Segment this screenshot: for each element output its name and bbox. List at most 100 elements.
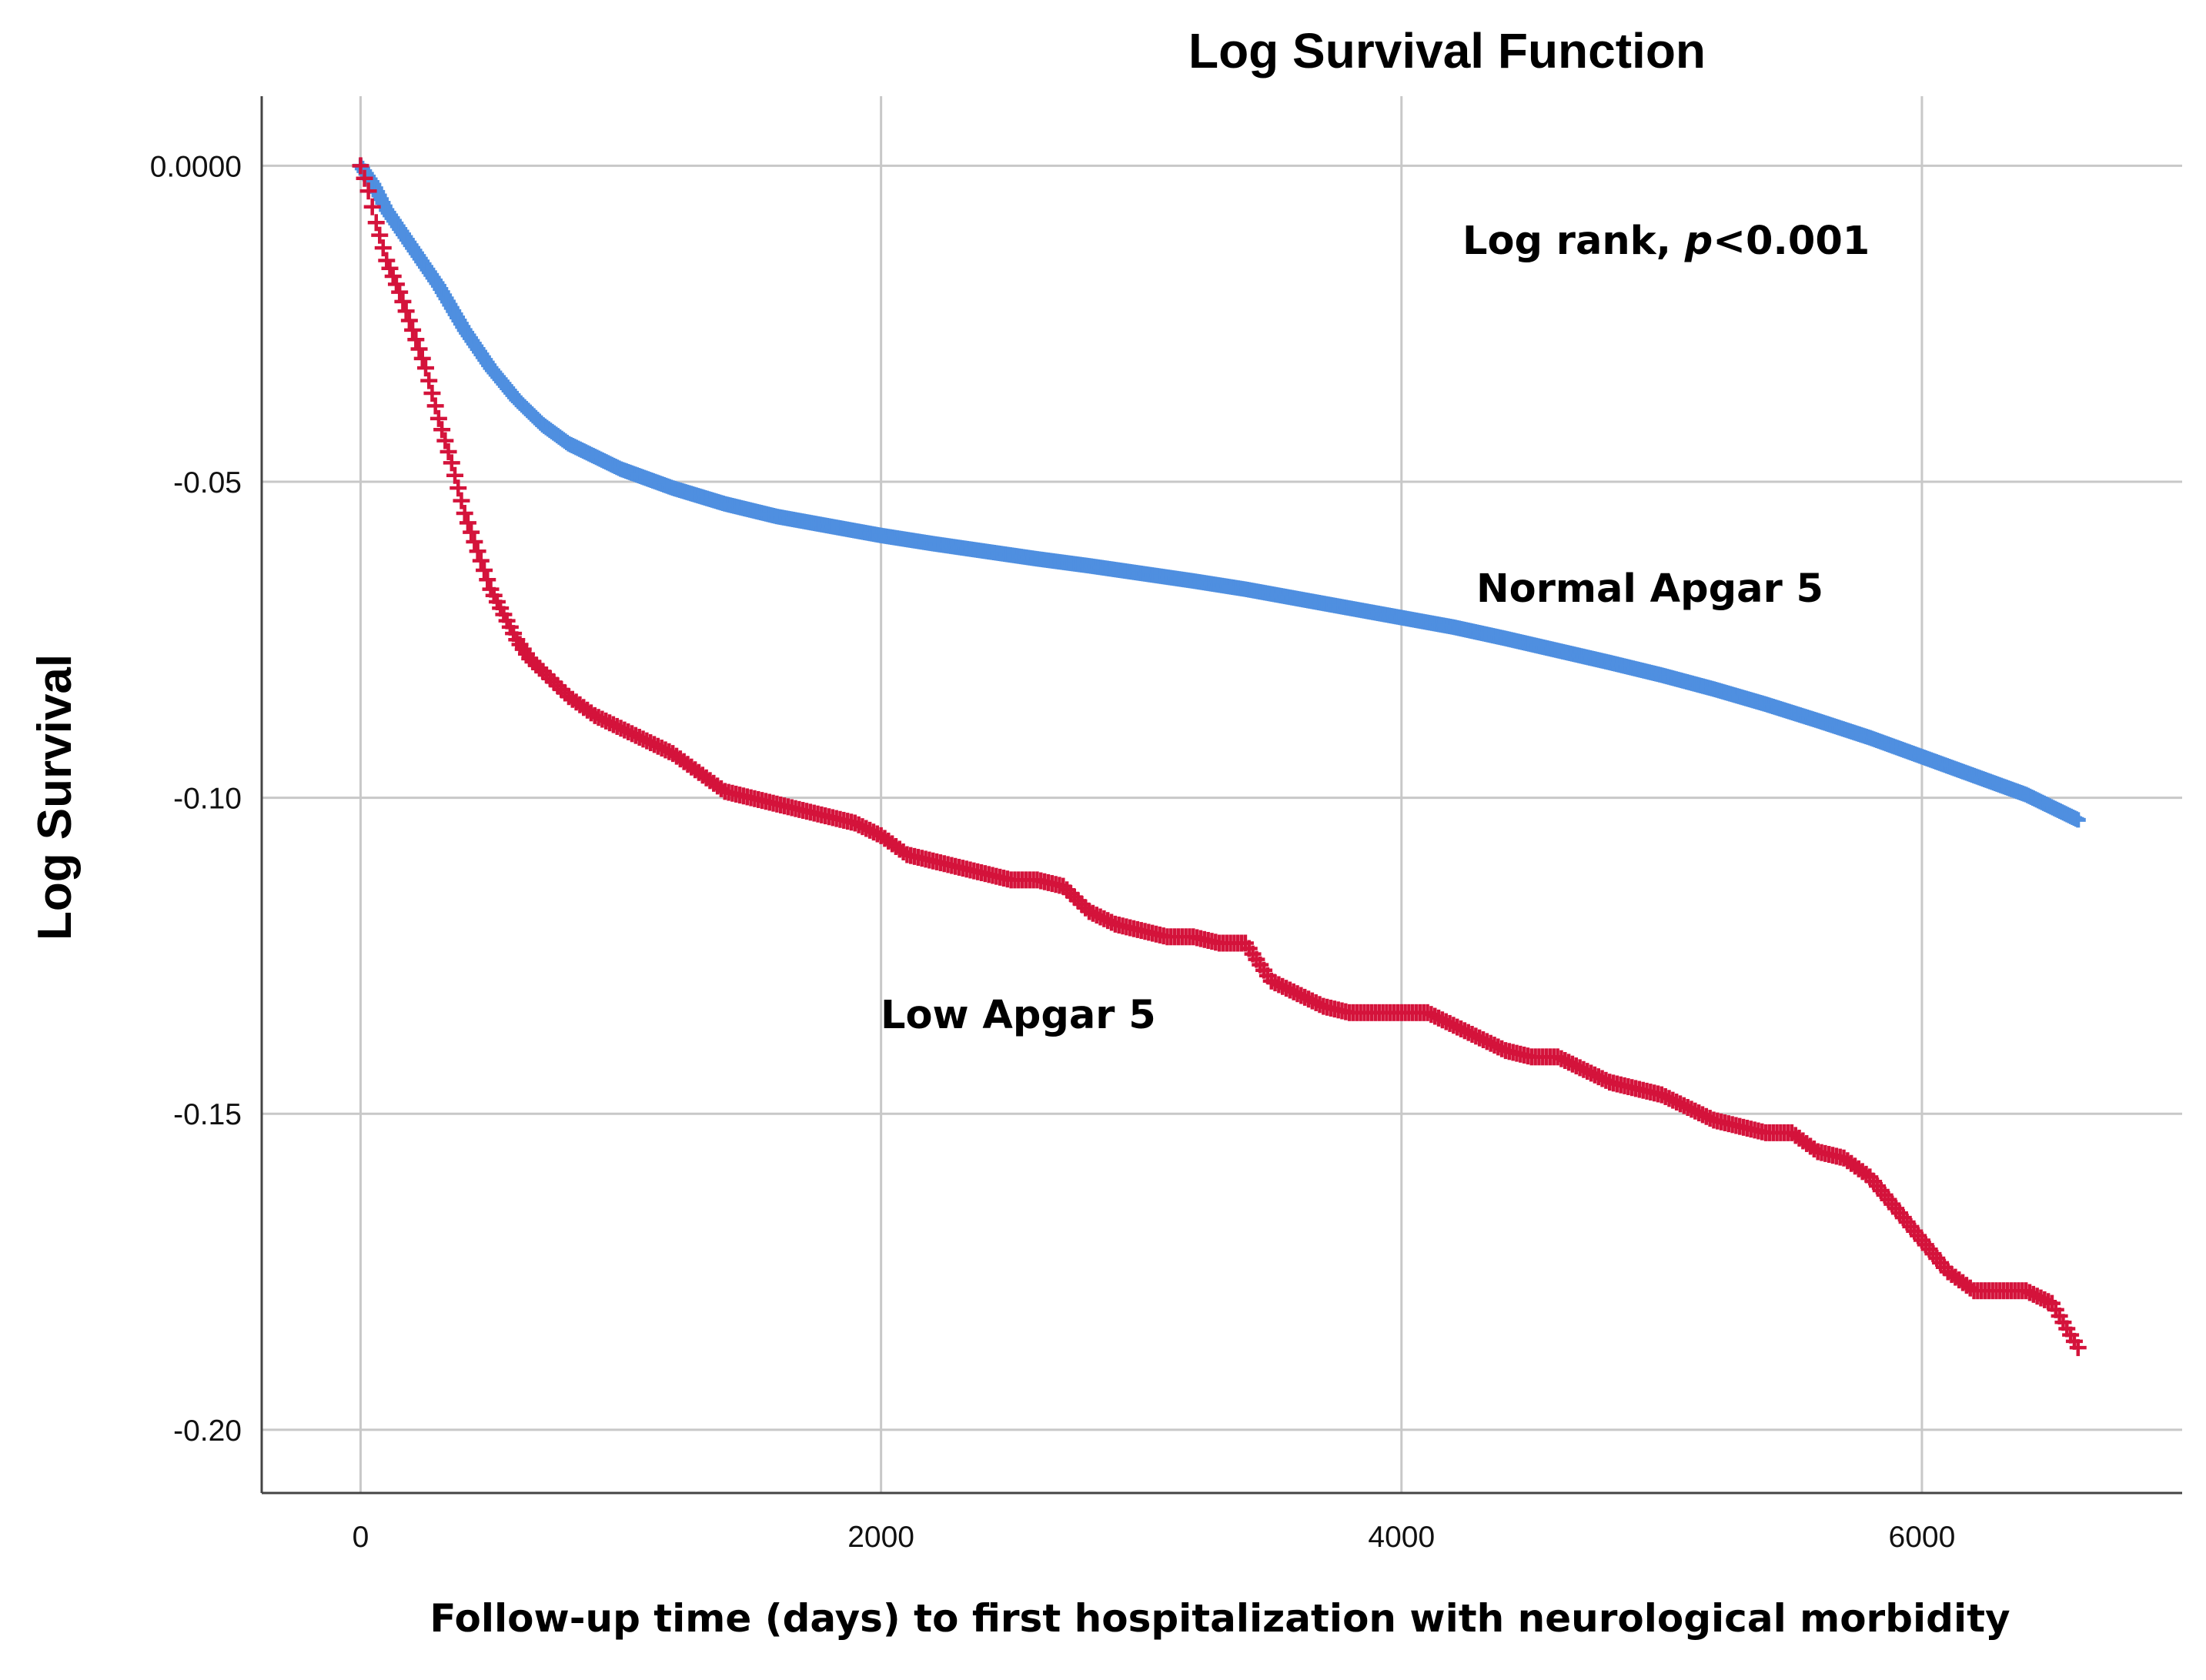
data-point-marker <box>469 543 486 560</box>
data-point-marker <box>456 505 473 523</box>
data-point-marker <box>604 716 622 733</box>
data-point-marker <box>466 533 483 550</box>
data-point-marker <box>653 740 670 757</box>
data-point-marker <box>1805 1140 1823 1157</box>
data-point-marker <box>620 723 637 740</box>
series-low-apgar-5 <box>352 157 2087 1357</box>
data-point-marker <box>453 492 470 509</box>
data-point-marker <box>646 736 663 753</box>
data-point-marker <box>1686 1102 1704 1120</box>
y-tick-label: -0.15 <box>173 1098 242 1131</box>
data-point-marker <box>1478 1033 1496 1050</box>
data-point-marker <box>413 349 431 367</box>
data-point-marker <box>1095 910 1113 927</box>
data-point-marker <box>612 720 630 737</box>
data-point-marker <box>1679 1099 1696 1117</box>
y-tick-label: -0.05 <box>173 466 242 499</box>
data-point-marker <box>1675 1097 1693 1114</box>
data-point-marker <box>1456 1022 1473 1040</box>
data-point-marker <box>2040 1293 2057 1311</box>
data-point-marker <box>864 823 882 841</box>
data-point-marker <box>1471 1029 1489 1047</box>
data-point-marker <box>356 169 373 187</box>
data-point-marker <box>1266 974 1284 992</box>
data-point-marker <box>359 182 377 200</box>
x-tick-label: 0 <box>353 1521 369 1554</box>
data-point-marker <box>1668 1093 1686 1111</box>
data-point-marker <box>630 728 648 746</box>
data-point-marker <box>371 226 389 244</box>
data-point-marker <box>446 466 464 484</box>
data-point-marker <box>391 283 409 301</box>
log-rank-p-value: <0.001 <box>1713 219 1870 264</box>
data-point-marker <box>479 571 496 589</box>
data-point-marker <box>1289 985 1306 1003</box>
axis-layer <box>260 96 2182 1495</box>
data-point-marker <box>1697 1107 1715 1125</box>
data-point-marker <box>608 717 626 735</box>
data-point-marker <box>1560 1054 1578 1071</box>
data-point-marker <box>1690 1104 1708 1122</box>
x-axis-label: Follow-up time (days) to first hospitali… <box>430 1596 2010 1641</box>
log-rank-prefix: Log rank, <box>1462 219 1685 264</box>
data-point-marker <box>1422 1006 1440 1024</box>
data-point-marker <box>861 821 879 839</box>
data-point-marker <box>426 397 444 415</box>
data-point-marker <box>1656 1087 1674 1105</box>
data-point-marker <box>1597 1071 1615 1089</box>
data-point-marker <box>1693 1106 1711 1124</box>
data-point-marker <box>634 730 652 748</box>
data-point-marker <box>1441 1014 1459 1032</box>
data-point-marker <box>387 276 405 293</box>
data-point-marker <box>1281 981 1299 999</box>
data-point-marker <box>593 710 611 728</box>
x-tick-label: 2000 <box>847 1521 914 1554</box>
y-tick-label: 0.0000 <box>150 150 242 183</box>
data-point-marker <box>1296 988 1314 1006</box>
data-point-marker <box>443 454 460 472</box>
data-point-marker <box>1419 1004 1436 1021</box>
data-point-marker <box>1262 972 1280 990</box>
low-apgar-label: Low Apgar 5 <box>881 993 1156 1038</box>
tick-labels: 0 2000 4000 6000 0.0000 -0.05 -0.10 -0.15 -0.20 <box>150 150 1956 1554</box>
data-point-marker <box>2036 1291 2054 1308</box>
data-point-marker <box>404 321 422 339</box>
data-point-marker <box>363 198 381 215</box>
data-point-marker <box>1430 1009 1448 1027</box>
data-point-marker <box>1081 903 1098 920</box>
data-point-marker <box>1270 976 1288 994</box>
data-point-marker <box>1307 994 1325 1011</box>
data-point-marker <box>846 814 864 832</box>
data-point-marker <box>430 409 447 427</box>
data-point-marker <box>590 709 607 726</box>
data-point-marker <box>1292 987 1310 1004</box>
data-point-marker <box>1459 1024 1477 1041</box>
data-point-marker <box>586 706 603 724</box>
data-point-marker <box>1571 1059 1589 1077</box>
data-point-marker <box>857 820 875 837</box>
data-point-marker <box>1449 1018 1466 1036</box>
data-point-marker <box>378 252 396 269</box>
data-point-marker <box>1653 1086 1670 1104</box>
y-tick-label: -0.20 <box>173 1414 242 1448</box>
data-point-marker <box>1664 1091 1682 1109</box>
data-point-marker <box>420 372 438 389</box>
x-tick-label: 6000 <box>1889 1521 1956 1554</box>
data-point-marker <box>1426 1007 1444 1025</box>
data-point-marker <box>1303 992 1321 1010</box>
data-point-marker <box>384 268 402 286</box>
data-point-marker <box>1278 980 1295 997</box>
data-point-marker <box>623 725 641 743</box>
data-point-marker <box>854 818 871 836</box>
data-point-marker <box>1660 1090 1678 1107</box>
data-point-marker <box>1486 1037 1503 1054</box>
data-point-marker <box>400 312 418 329</box>
data-point-marker <box>601 714 619 732</box>
data-point-marker <box>472 552 490 569</box>
data-point-marker <box>1701 1110 1719 1127</box>
data-point-marker <box>2020 1284 2038 1301</box>
data-point-marker <box>850 816 867 833</box>
log-rank-p-symbol: p <box>1684 219 1713 264</box>
